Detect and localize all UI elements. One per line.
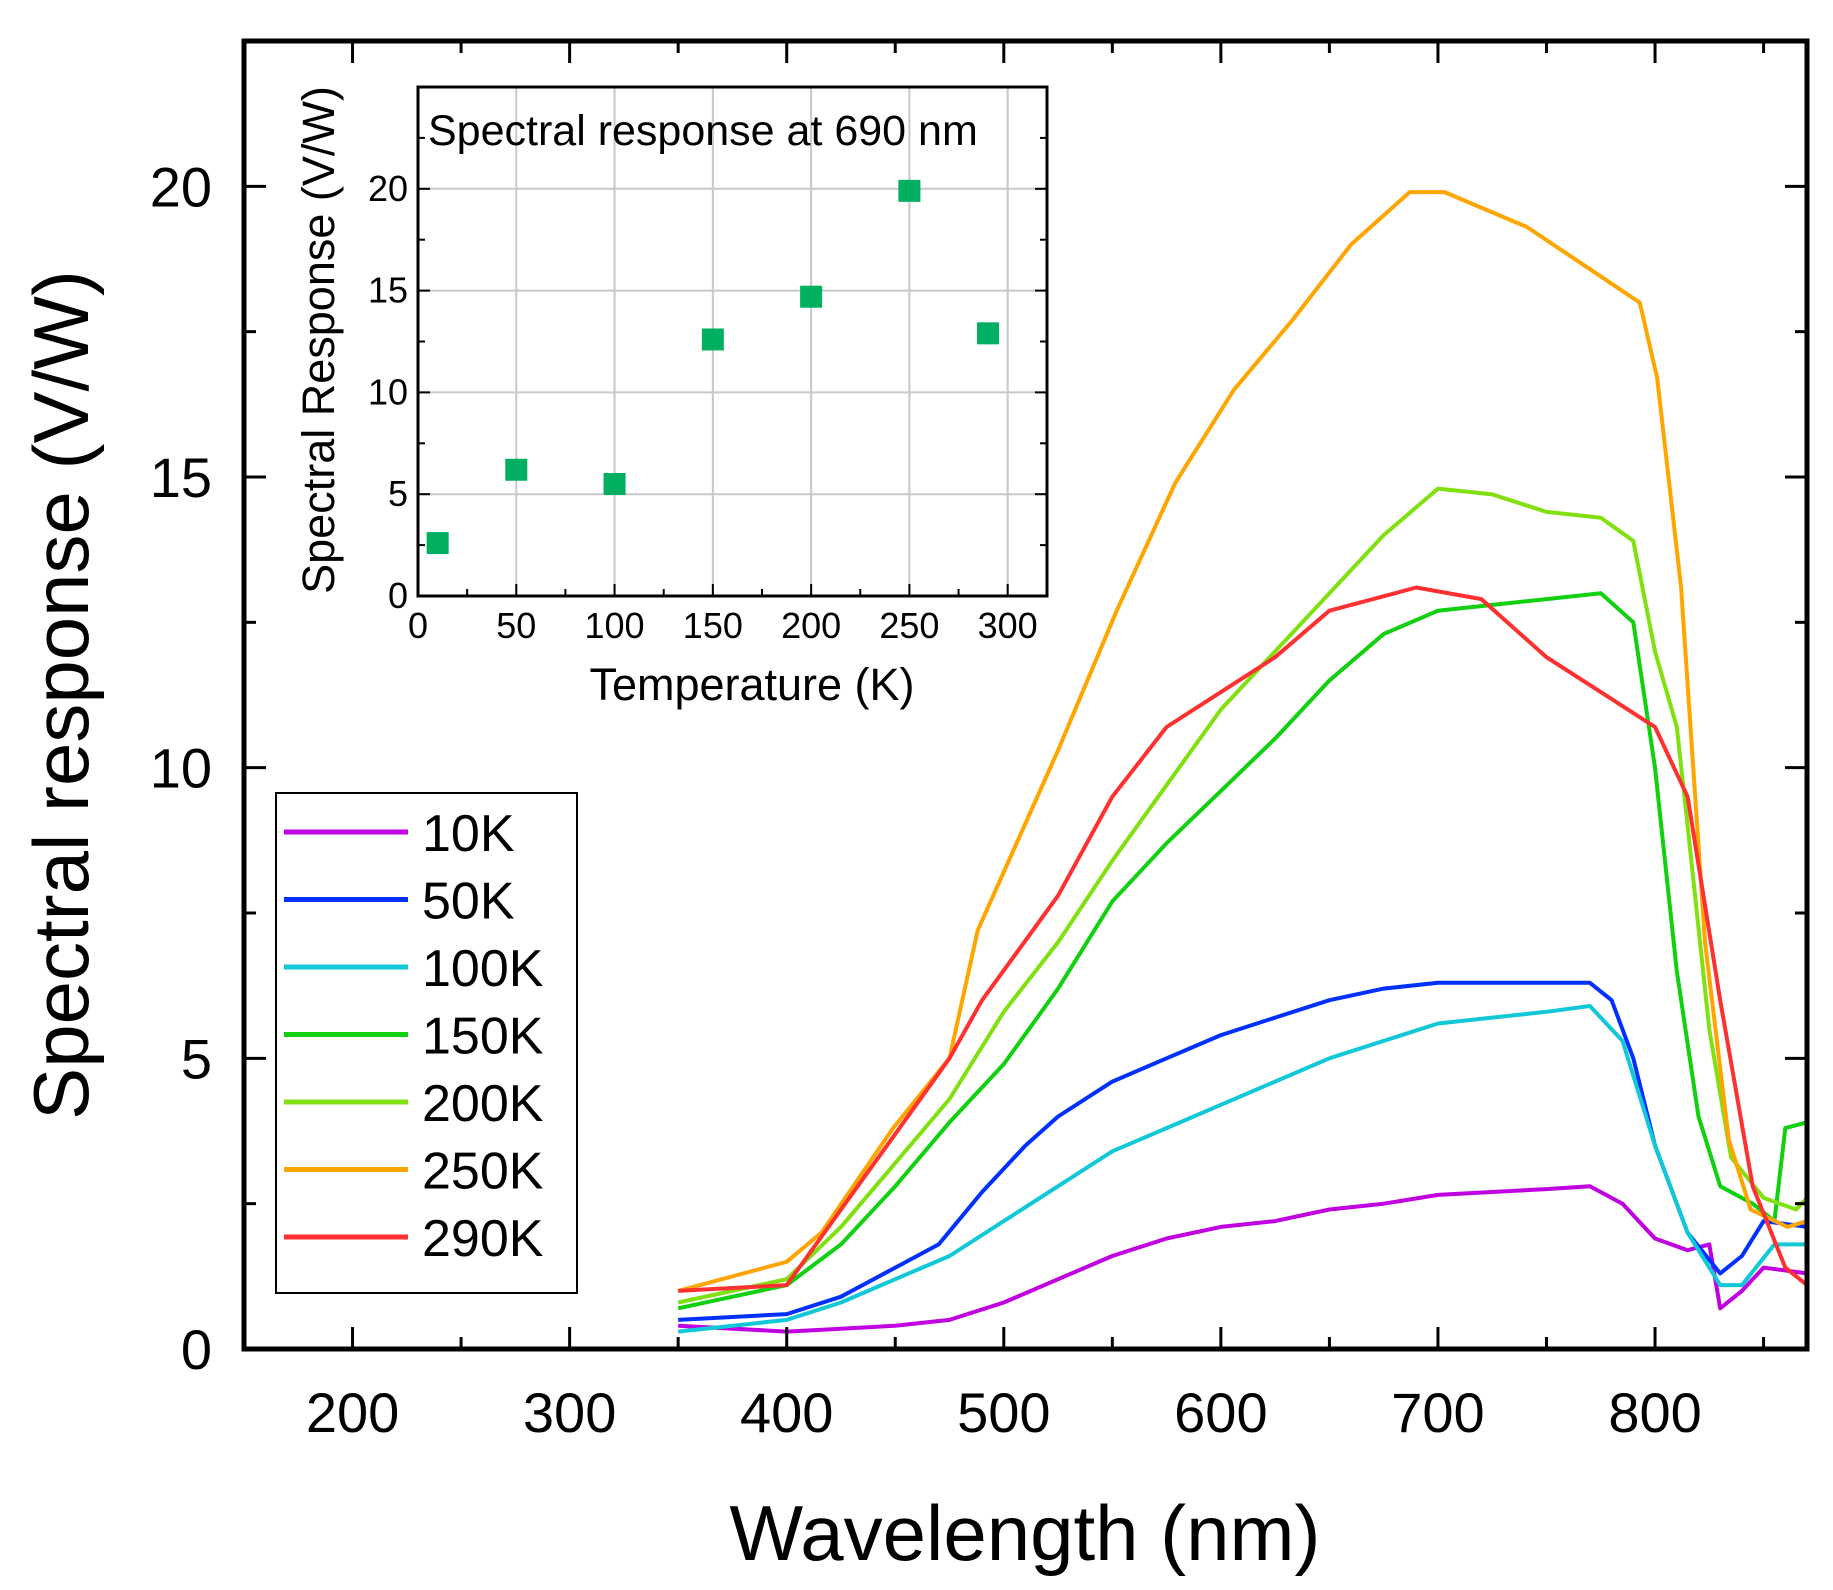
inset-data-point bbox=[603, 473, 626, 496]
inset-x-tick-label: 150 bbox=[683, 605, 743, 646]
x-tick-label: 500 bbox=[957, 1381, 1050, 1444]
legend-label-50K: 50K bbox=[422, 873, 515, 931]
x-tick-label: 600 bbox=[1174, 1381, 1267, 1444]
main-x-axis-label: Wavelength (nm) bbox=[730, 1489, 1321, 1577]
legend-label-150K: 150K bbox=[422, 1008, 544, 1066]
x-tick-label: 700 bbox=[1391, 1381, 1484, 1444]
main-y-axis-label: Spectral response (V/W) bbox=[17, 270, 105, 1120]
inset-y-tick-label: 0 bbox=[388, 575, 408, 616]
series-line-200K bbox=[677, 486, 1809, 1305]
series-line-150K bbox=[677, 591, 1808, 1311]
inset-x-tick-label: 100 bbox=[585, 605, 645, 646]
series-line-100K bbox=[677, 1004, 1807, 1334]
legend-label-200K: 200K bbox=[422, 1075, 544, 1133]
inset-data-point bbox=[898, 179, 921, 202]
series-line-290K bbox=[678, 585, 1809, 1293]
legend: 10K 50K 100K 150K 200K 250K 290K bbox=[275, 792, 578, 1294]
y-tick-label: 15 bbox=[150, 446, 212, 509]
inset-y-tick-label: 5 bbox=[388, 473, 408, 514]
inset-x-tick-label: 50 bbox=[496, 605, 536, 646]
inset-x-tick-label: 0 bbox=[408, 605, 428, 646]
inset-data-point bbox=[701, 328, 724, 351]
inset-y-tick-label: 15 bbox=[368, 270, 408, 311]
inset-y-tick-label: 20 bbox=[368, 168, 408, 209]
main-plot-frame bbox=[241, 38, 1810, 1352]
inset-plot: 0 50 100 150 200 250 300 0 5 10 15 20 Spectral resp… bbox=[293, 85, 1049, 710]
y-tick-label: 10 bbox=[150, 737, 212, 800]
x-tick-label: 300 bbox=[523, 1381, 616, 1444]
inset-x-tick-label: 300 bbox=[978, 605, 1038, 646]
y-tick-label: 5 bbox=[181, 1027, 212, 1090]
legend-label-100K: 100K bbox=[422, 940, 544, 998]
inset-plot-marks: 0 50 100 150 200 250 300 0 5 10 15 20 bbox=[368, 85, 1049, 646]
x-tick-label: 400 bbox=[740, 1381, 833, 1444]
inset-data-point bbox=[800, 285, 823, 308]
series-line-50K bbox=[678, 980, 1808, 1322]
inset-y-tick-label: 10 bbox=[368, 371, 408, 412]
inset-background bbox=[418, 87, 1047, 596]
inset-y-axis-label: Spectral Response (V/W) bbox=[293, 86, 344, 594]
legend-label-290K: 290K bbox=[422, 1210, 544, 1268]
inset-data-point bbox=[977, 322, 1000, 345]
x-tick-label: 800 bbox=[1608, 1381, 1701, 1444]
x-tick-label: 200 bbox=[306, 1381, 399, 1444]
legend-label-250K: 250K bbox=[422, 1143, 544, 1201]
inset-x-tick-label: 250 bbox=[879, 605, 939, 646]
inset-data-point bbox=[426, 532, 449, 555]
main-plot-marks bbox=[677, 190, 1809, 1334]
inset-x-axis-label: Temperature (K) bbox=[589, 659, 914, 710]
series-line-10K bbox=[678, 1184, 1808, 1334]
y-tick-label: 20 bbox=[150, 155, 212, 218]
inset-title: Spectral response at 690 nm bbox=[428, 107, 978, 155]
y-tick-label: 0 bbox=[181, 1318, 212, 1381]
inset-data-point bbox=[505, 458, 528, 481]
inset-x-tick-label: 200 bbox=[781, 605, 841, 646]
legend-label-10K: 10K bbox=[422, 805, 515, 863]
legend-box bbox=[275, 792, 578, 1294]
